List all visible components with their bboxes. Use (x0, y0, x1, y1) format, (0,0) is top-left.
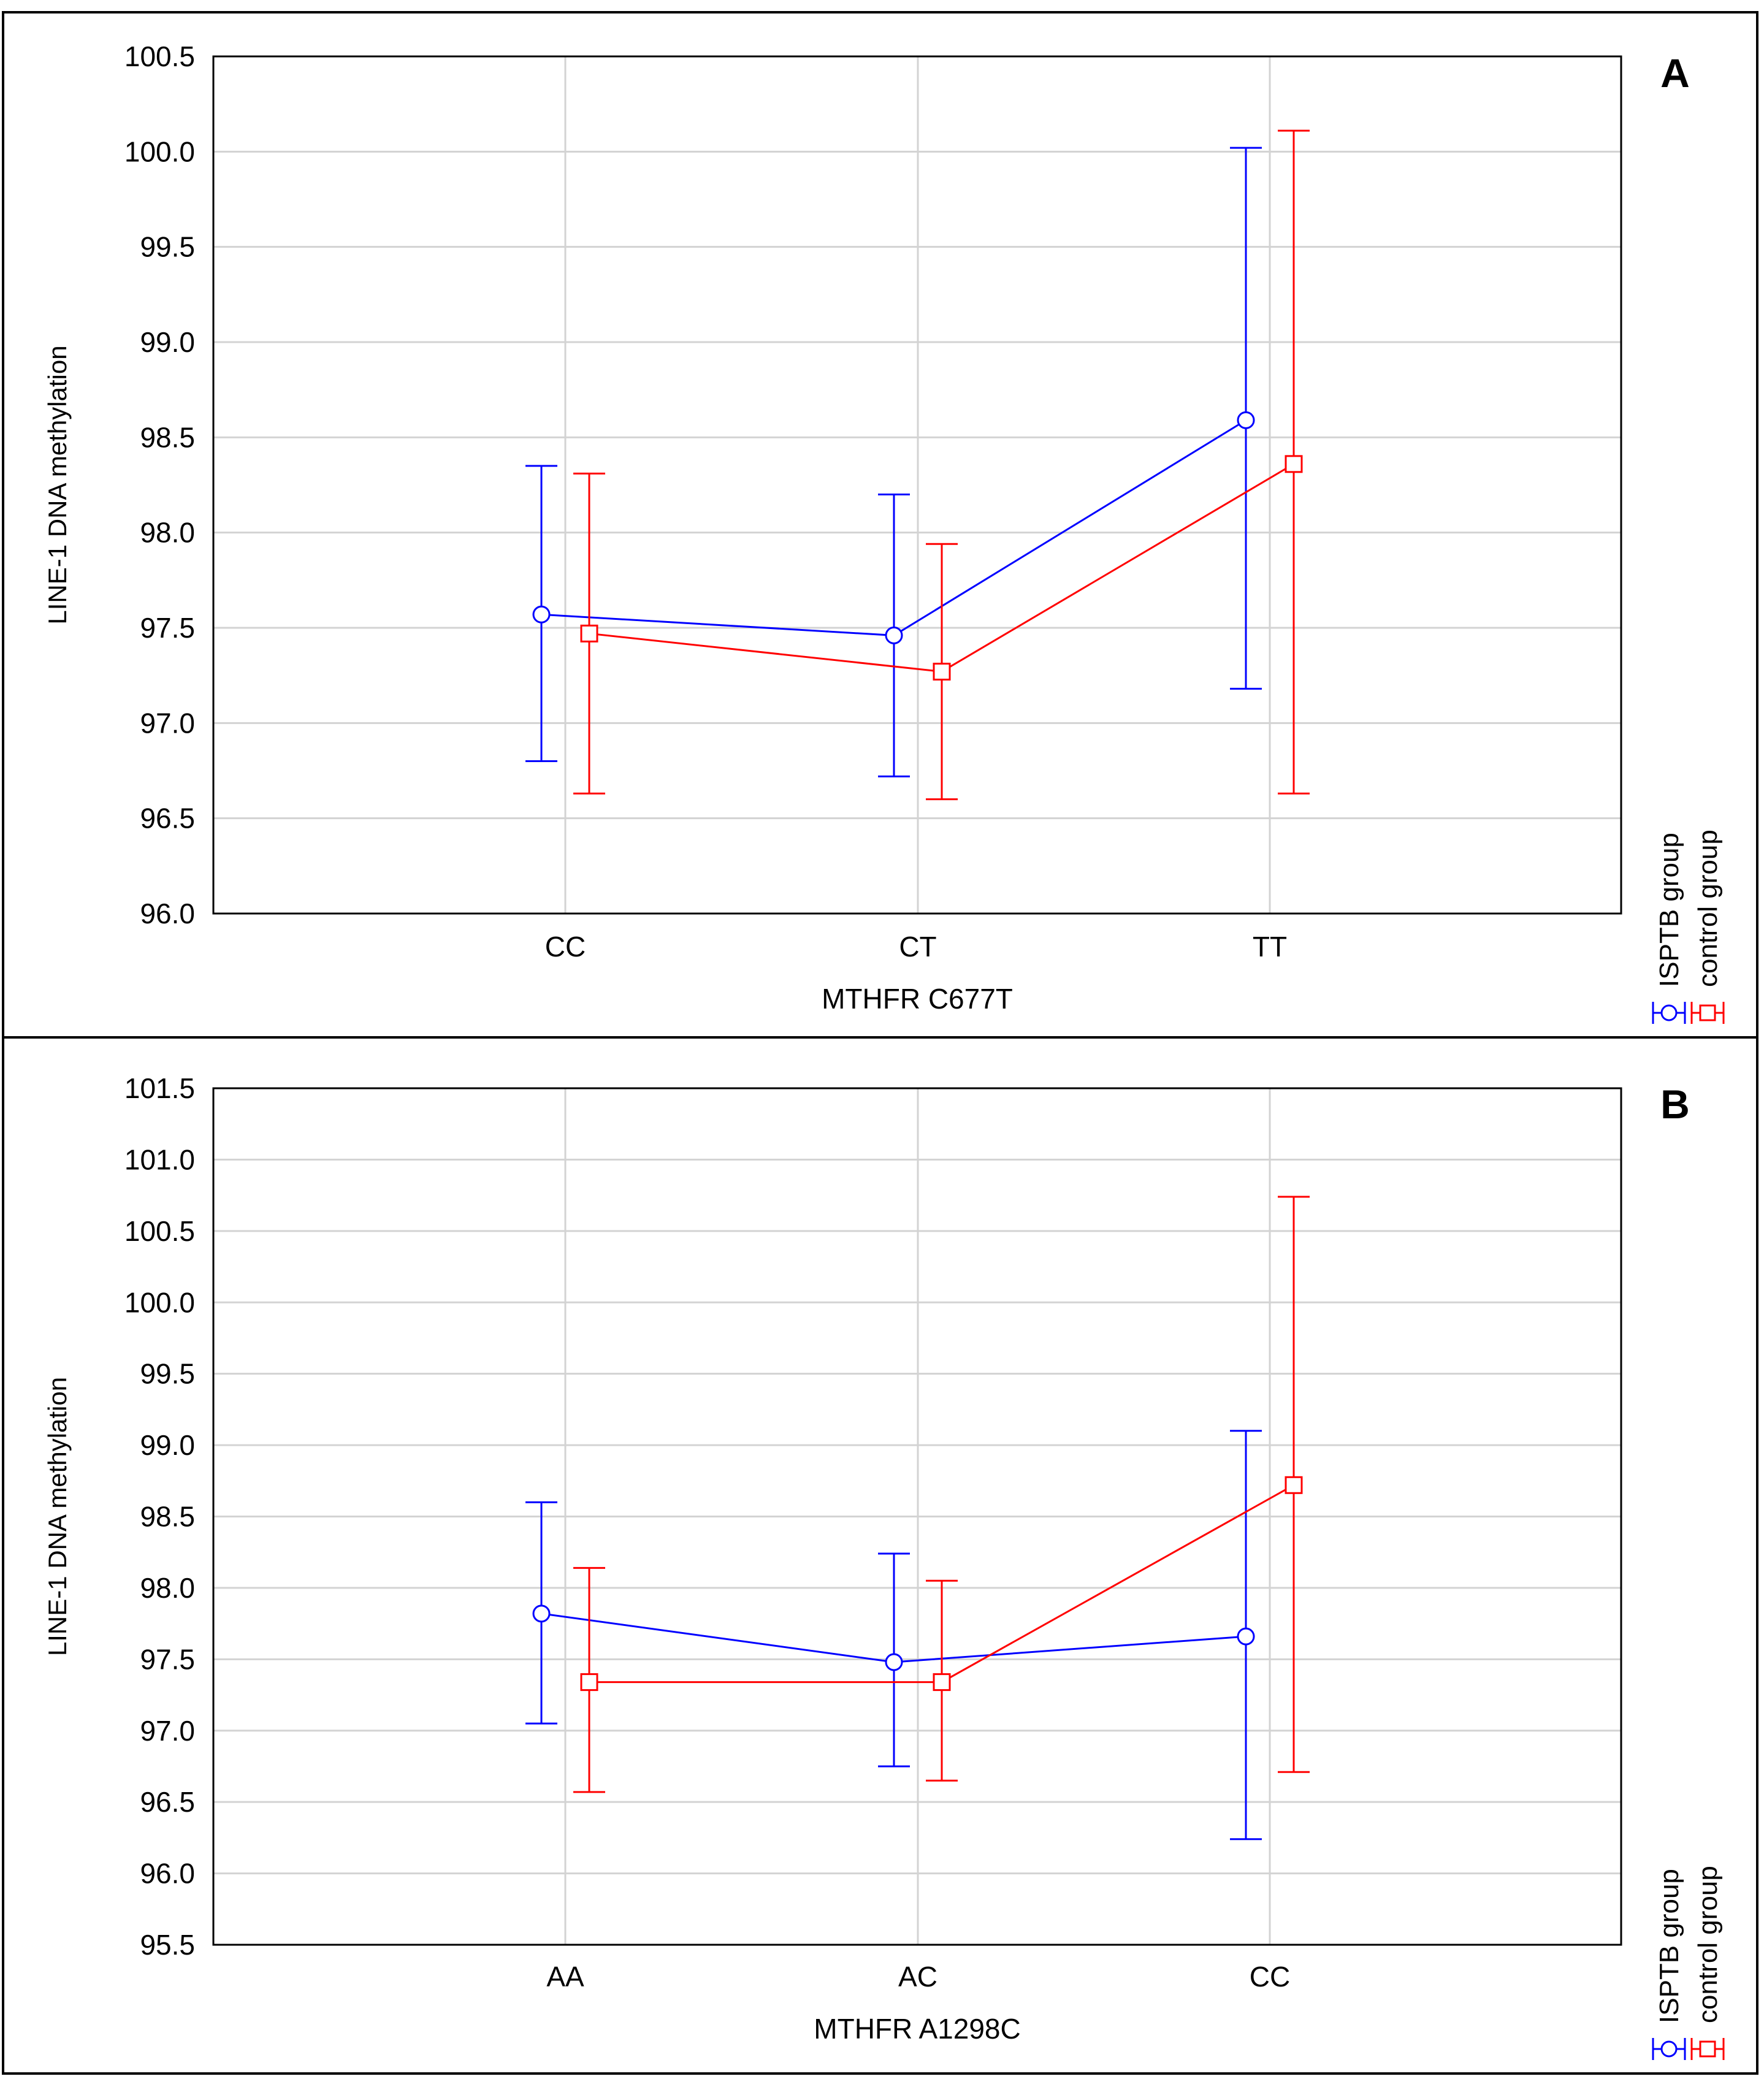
panel-a-letter: A (1660, 50, 1690, 96)
panel-a-y-ticks: 96.0 96.5 97.0 97.5 98.0 98.5 99.0 99.5 100.0 100… (124, 40, 195, 929)
panel-b-x-axis-title: MTHFR A1298C (814, 2013, 1020, 2045)
panel-b-legend-label-control: control group (1693, 1866, 1723, 2023)
panel-b-y-tick-label: 97.0 (140, 1715, 195, 1747)
panel-b-legend: ISPTB group control group (1652, 1866, 1725, 2060)
panel-b-category-label: AA (546, 1961, 584, 1993)
panel-a-legend-label-isptb: ISPTB group (1654, 833, 1684, 987)
panel-b-y-tick-label: 98.0 (140, 1572, 195, 1604)
panel-a-isptb-point (1237, 411, 1255, 429)
panel-a-y-tick-label: 96.5 (140, 803, 195, 834)
panel-a-control-point (1285, 455, 1303, 473)
panel-a-frame (2, 11, 1758, 1039)
panel-a-control-point (580, 624, 598, 643)
panel-a-y-tick-label: 96.0 (140, 898, 195, 929)
panel-b-y-tick-label: 99.0 (140, 1429, 195, 1461)
panel-b-isptb-point (532, 1604, 551, 1623)
panel-b-y-tick-label: 98.5 (140, 1501, 195, 1533)
panel-b-legend-isptb-marker (1660, 2040, 1678, 2058)
panel-a-isptb-point (885, 626, 903, 644)
panel-b-series (525, 1196, 1310, 1841)
panel-a-y-tick-label: 100.5 (124, 40, 195, 72)
panel-a-category-label: TT (1253, 931, 1287, 963)
panel-b-y-tick-label: 100.5 (124, 1215, 195, 1247)
panel-b-y-tick-label: 101.5 (124, 1072, 195, 1104)
panel-b-y-tick-label: 95.5 (140, 1929, 195, 1961)
panel-b-y-ticks: 95.5 96.0 96.5 97.0 97.5 98.0 98.5 99.0 99.5 100.… (124, 1072, 195, 1961)
panel-b-category-label: CC (1250, 1961, 1290, 1993)
panel-b-plot-frame (212, 1087, 1622, 1946)
panel-b-control-point (580, 1673, 598, 1692)
panel-a-y-tick-label: 97.5 (140, 612, 195, 644)
panel-b-letter: B (1660, 1082, 1690, 1127)
panel-a-y-tick-label: 98.0 (140, 517, 195, 549)
panel-b-category-labels: AA AC CC (546, 1961, 1290, 1993)
panel-a-control-point (933, 662, 951, 681)
chart-panel-b: 95.5 96.0 96.5 97.0 97.5 98.0 98.5 99.0 99.5 100.… (43, 1072, 1725, 2060)
panel-a-legend-control-marker (1699, 1004, 1716, 1021)
panel-a-y-tick-label: 99.0 (140, 326, 195, 358)
panel-a-y-tick-label: 98.5 (140, 421, 195, 453)
panel-b-y-tick-label: 99.5 (140, 1358, 195, 1390)
panel-a-legend-isptb-marker (1660, 1004, 1678, 1021)
panel-a-x-axis-title: MTHFR C677T (822, 983, 1013, 1015)
chart-panel-a: 96.0 96.5 97.0 97.5 98.0 98.5 99.0 99.5 100.0 100… (43, 40, 1725, 1024)
panel-b-y-axis-title: LINE-1 DNA methylation (43, 1377, 72, 1656)
panel-a-category-labels: CC CT TT (545, 931, 1287, 963)
panel-b-legend-label-isptb: ISPTB group (1654, 1869, 1684, 2023)
panel-b-legend-control-marker (1699, 2040, 1716, 2058)
panel-a-category-label: CT (899, 931, 936, 963)
panel-b-frame (2, 1036, 1758, 2075)
panel-a-y-tick-label: 99.5 (140, 231, 195, 263)
panel-a-series (525, 129, 1310, 801)
panel-b-control-point (1285, 1476, 1303, 1494)
panel-a-legend: ISPTB group control group (1652, 830, 1725, 1024)
panel-b-grid (213, 1087, 1621, 1946)
panel-b-y-tick-label: 101.0 (124, 1143, 195, 1175)
panel-b-category-label: AC (898, 1961, 937, 1993)
panel-a-legend-label-control: control group (1693, 830, 1723, 987)
panel-a-isptb-point (532, 605, 551, 624)
panel-b-y-tick-label: 97.5 (140, 1643, 195, 1675)
panel-b-y-tick-label: 100.0 (124, 1286, 195, 1318)
panel-b-y-tick-label: 96.5 (140, 1786, 195, 1818)
panel-a-plot-frame (212, 55, 1622, 915)
panel-a-y-tick-label: 100.0 (124, 135, 195, 167)
panel-a-y-axis-title: LINE-1 DNA methylation (43, 345, 72, 624)
panel-a-category-label: CC (545, 931, 586, 963)
panel-b-y-tick-label: 96.0 (140, 1858, 195, 1890)
panel-b-isptb-point (1237, 1627, 1255, 1646)
panel-b-control-point (933, 1673, 951, 1692)
panel-a-y-tick-label: 97.0 (140, 707, 195, 739)
panel-b-isptb-point (885, 1653, 903, 1671)
